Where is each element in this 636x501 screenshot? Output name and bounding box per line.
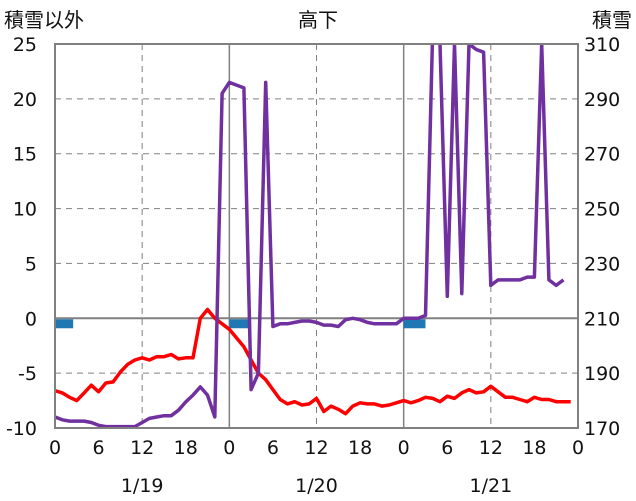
plot-frame — [54, 43, 579, 429]
x-tick-label: 6 — [267, 437, 279, 459]
x-tick-label: 18 — [174, 437, 198, 459]
y-tick-label-left: 5 — [25, 253, 37, 275]
y-tick-label-left: -5 — [18, 363, 37, 385]
y-tick-label-right: 170 — [584, 418, 620, 440]
x-tick-label: 12 — [304, 437, 328, 459]
x-tick-label: 0 — [572, 437, 584, 459]
y-tick-label-left: 10 — [13, 199, 37, 221]
date-label: 1/20 — [295, 475, 338, 497]
x-tick-label: 18 — [522, 437, 546, 459]
marker-bar — [229, 319, 252, 329]
y-tick-label-left: 15 — [13, 144, 37, 166]
chart-title: 高下 — [298, 8, 338, 32]
right-axis-label: 積雪 — [592, 8, 632, 32]
x-tick-label: 12 — [130, 437, 154, 459]
x-tick-label: 12 — [479, 437, 503, 459]
marker-bar — [403, 319, 426, 329]
series-line-right — [55, 44, 565, 428]
y-tick-label-right: 230 — [584, 253, 620, 275]
x-tick-label: 0 — [49, 437, 61, 459]
x-tick-label: 0 — [223, 437, 235, 459]
date-label: 1/19 — [121, 475, 164, 497]
y-tick-label-right: 270 — [584, 144, 620, 166]
y-tick-label-right: 290 — [584, 89, 620, 111]
y-tick-label-right: 250 — [584, 199, 620, 221]
x-tick-label: 0 — [398, 437, 410, 459]
x-tick-label: 6 — [441, 437, 453, 459]
y-tick-label-right: 210 — [584, 308, 620, 330]
y-tick-label-right: 310 — [584, 34, 620, 56]
series-line-left — [55, 307, 571, 416]
marker-bar — [55, 319, 74, 329]
date-label: 1/21 — [469, 475, 512, 497]
y-tick-label-left: 20 — [13, 89, 37, 111]
x-tick-label: 6 — [93, 437, 105, 459]
y-tick-label-left: -10 — [6, 418, 37, 440]
y-tick-label-left: 0 — [25, 308, 37, 330]
y-tick-label-right: 190 — [584, 363, 620, 385]
x-tick-label: 18 — [348, 437, 372, 459]
left-axis-label: 積雪以外 — [4, 8, 84, 32]
y-tick-label-left: 25 — [13, 34, 37, 56]
